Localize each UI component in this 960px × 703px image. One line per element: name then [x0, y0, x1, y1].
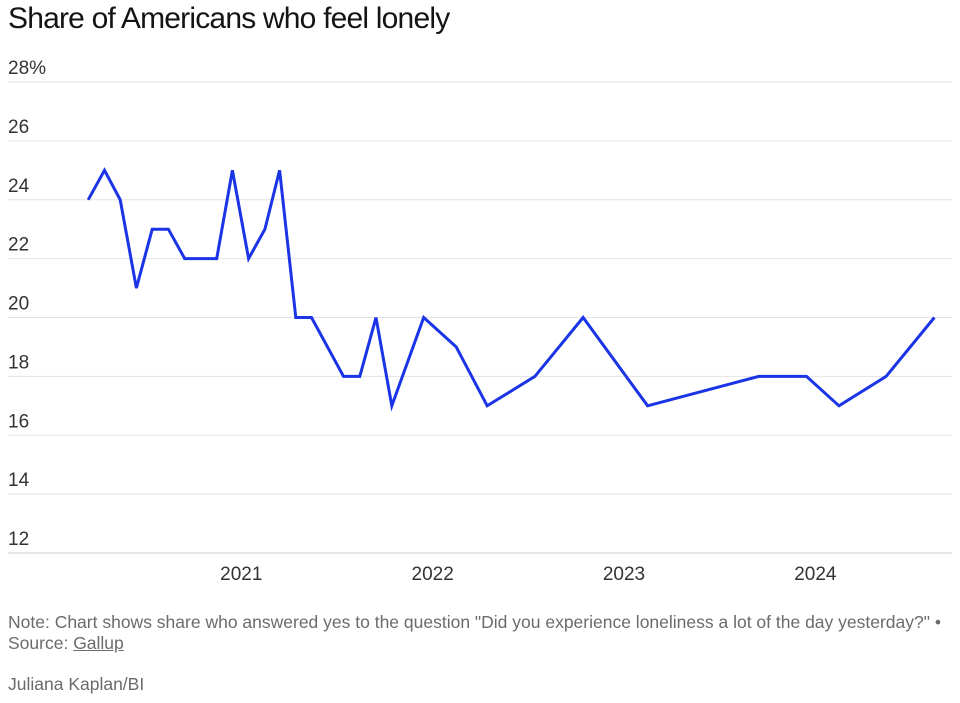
chart-credit: Juliana Kaplan/BI	[8, 674, 145, 694]
chart-note: Note: Chart shows share who answered yes…	[8, 612, 948, 654]
source-link[interactable]: Gallup	[73, 633, 124, 653]
data-point	[644, 402, 652, 410]
x-tick-label: 2022	[412, 564, 454, 585]
data-point	[835, 402, 843, 410]
data-point	[340, 372, 348, 380]
line-chart: 28% 26 24 22 20 18 16 14 12 2021 2022 2023 2024	[8, 58, 952, 585]
data-point	[420, 314, 428, 322]
data-point	[148, 225, 156, 233]
y-tick-label: 16	[8, 411, 29, 432]
data-point	[261, 225, 269, 233]
y-tick-label: 28%	[8, 58, 46, 79]
data-point	[245, 255, 253, 263]
data-point	[372, 314, 380, 322]
y-tick-label: 18	[8, 352, 29, 373]
data-point	[181, 255, 189, 263]
data-point	[292, 314, 300, 322]
x-axis-tick-labels: 2021 2022 2023 2024	[220, 564, 837, 585]
y-tick-label: 22	[8, 235, 29, 256]
y-tick-label: 20	[8, 294, 29, 315]
data-point	[356, 372, 364, 380]
data-point	[164, 225, 172, 233]
y-axis-tick-labels: 28% 26 24 22 20 18 16 14 12	[8, 58, 46, 550]
data-point	[213, 255, 221, 263]
data-point	[930, 314, 938, 322]
x-tick-label: 2024	[794, 564, 837, 585]
y-tick-label: 14	[8, 470, 30, 491]
data-point	[84, 196, 92, 204]
chart-title: Share of Americans who feel lonely	[8, 2, 450, 35]
series-layer	[84, 166, 938, 412]
data-point	[803, 372, 811, 380]
data-point	[531, 372, 539, 380]
data-point	[579, 314, 587, 322]
x-tick-label: 2023	[603, 564, 645, 585]
data-point	[132, 284, 140, 292]
note-text: Note: Chart shows share who answered yes…	[8, 612, 941, 653]
data-point	[276, 166, 284, 174]
gridlines	[8, 81, 952, 554]
series-line	[86, 167, 936, 412]
data-point	[388, 402, 396, 410]
data-point	[308, 314, 316, 322]
y-tick-label: 26	[8, 117, 29, 138]
y-tick-label: 12	[8, 529, 29, 550]
data-point	[116, 196, 124, 204]
data-point	[882, 372, 890, 380]
data-point	[452, 343, 460, 351]
x-tick-label: 2021	[220, 564, 262, 585]
y-tick-label: 24	[8, 176, 30, 197]
data-point	[483, 402, 491, 410]
data-point	[755, 372, 763, 380]
data-point	[228, 166, 236, 174]
data-point	[101, 166, 109, 174]
